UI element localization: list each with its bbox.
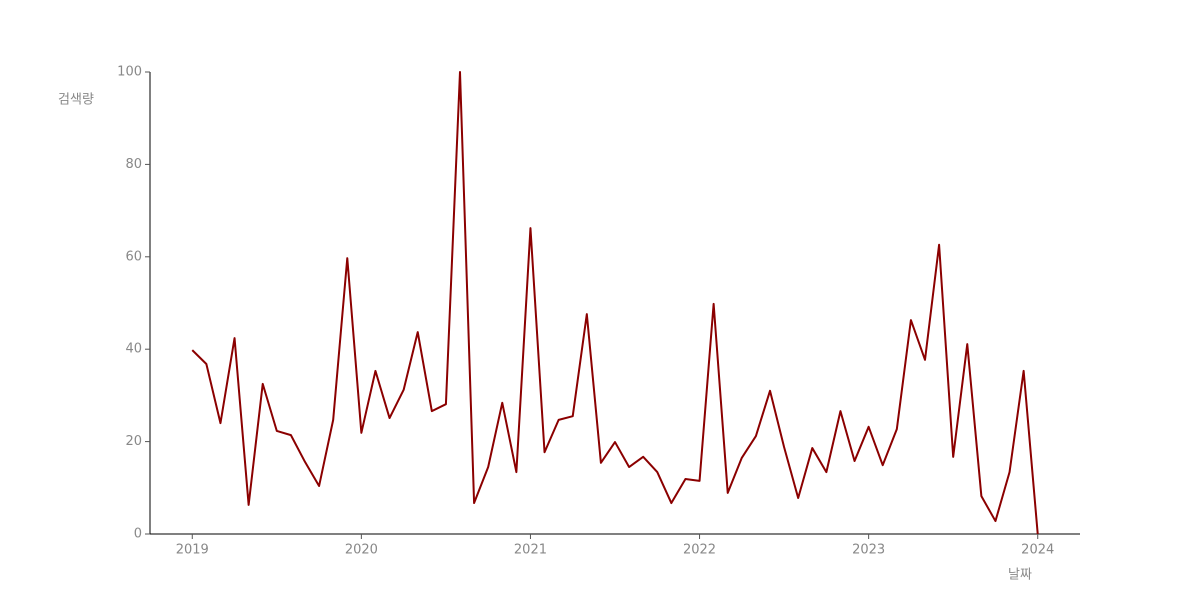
y-tick-label: 0 bbox=[134, 527, 142, 542]
series-line bbox=[191, 71, 1039, 535]
y-tick-label: 60 bbox=[125, 249, 142, 264]
x-tick-label: 2020 bbox=[345, 543, 378, 558]
x-tick-label: 2024 bbox=[1021, 543, 1054, 558]
y-tick-label: 40 bbox=[125, 342, 142, 357]
x-tick-label: 2023 bbox=[852, 543, 885, 558]
x-tick-label: 2022 bbox=[683, 543, 716, 558]
y-tick-label: 20 bbox=[125, 434, 142, 449]
y-tick-label: 100 bbox=[117, 65, 142, 80]
x-tick-label: 2021 bbox=[514, 543, 547, 558]
y-tick-label: 80 bbox=[125, 157, 142, 172]
y-axis-label: 검색량 bbox=[58, 93, 94, 108]
x-axis-label: 날짜 bbox=[1008, 568, 1032, 583]
x-tick-label: 2019 bbox=[176, 543, 209, 558]
